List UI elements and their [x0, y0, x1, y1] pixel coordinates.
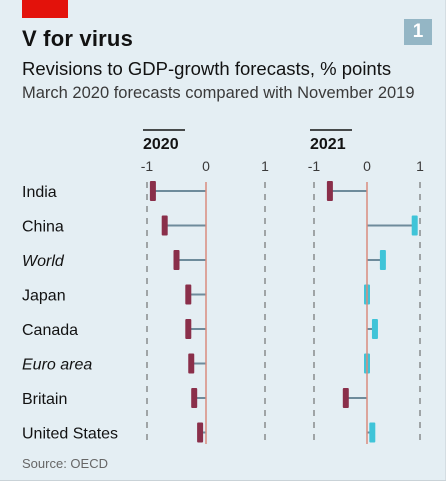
category-label-britain: Britain — [22, 391, 67, 408]
panel-2020-title: 2020 — [143, 136, 179, 153]
category-label-india: India — [22, 184, 57, 201]
panel-2021-marker — [342, 388, 349, 408]
panel-2020-marker — [161, 215, 168, 236]
panel-2021-tick-label: 1 — [416, 158, 424, 174]
category-label-china: China — [22, 219, 64, 236]
panel-2021-marker — [371, 319, 378, 339]
panel-2020-marker — [185, 319, 192, 339]
panel-2021-tick-label: -1 — [308, 158, 321, 174]
chart-number-badge: 1 — [404, 19, 432, 45]
panel-2021-tick-label: 0 — [363, 158, 371, 174]
panel-2020-tick-label: -1 — [141, 158, 154, 174]
panel-2020-marker — [149, 181, 156, 201]
panel-2020-marker — [197, 422, 204, 443]
chart-title: V for virus — [22, 26, 134, 51]
panel-2020-marker — [185, 284, 192, 305]
panel-2021-marker — [379, 250, 386, 270]
panel-2021-title: 2021 — [310, 136, 346, 153]
source-note: Source: OECD — [22, 456, 108, 471]
category-label-world: World — [22, 253, 65, 270]
category-label-united-states: United States — [22, 426, 118, 443]
chart-subtitle: Revisions to GDP-growth forecasts, % poi… — [22, 58, 392, 79]
panel-2020-marker — [173, 250, 180, 270]
category-label-euro-area: Euro area — [22, 357, 92, 374]
panel-2021-marker — [326, 181, 333, 201]
panel-2020-tick-label: 1 — [261, 158, 269, 174]
chart-subtitle-secondary: March 2020 forecasts compared with Novem… — [22, 84, 415, 102]
bottom-strip — [0, 480, 446, 500]
panel-2021-marker — [369, 422, 376, 443]
panel-2020-tick-label: 0 — [202, 158, 210, 174]
dot-bar-chart: India China World Japan Canada Euro area Brita… — [22, 129, 424, 444]
category-label-japan: Japan — [22, 288, 66, 305]
chart-card: 1 V for virus Revisions to GDP-growth fo… — [0, 0, 446, 480]
panel-2020-marker — [191, 388, 198, 408]
panel-2020-marker — [188, 353, 195, 374]
panel-2021-marker — [411, 215, 418, 236]
brand-tab — [22, 0, 68, 18]
category-label-canada: Canada — [22, 322, 78, 339]
